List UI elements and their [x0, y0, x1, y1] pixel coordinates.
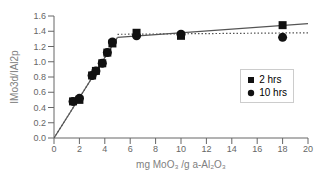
svg-text:1.6: 1.6 [33, 11, 46, 21]
svg-text:mg MoO₃ /g a-Al₂O₃: mg MoO₃ /g a-Al₂O₃ [136, 159, 226, 170]
svg-text:0.6: 0.6 [33, 87, 46, 97]
svg-text:IMo3d/IAl2p: IMo3d/IAl2p [9, 50, 20, 104]
svg-text:16: 16 [252, 144, 262, 154]
svg-text:1.0: 1.0 [33, 57, 46, 67]
svg-text:0.8: 0.8 [33, 72, 46, 82]
svg-text:18: 18 [278, 144, 288, 154]
html-text:10 hrs: 10 hrs [259, 87, 287, 98]
svg-text:0: 0 [51, 144, 56, 154]
svg-text:6: 6 [128, 144, 133, 154]
svg-text:1.4: 1.4 [33, 26, 46, 36]
svg-text:10: 10 [176, 144, 186, 154]
html-text:2 hrs: 2 hrs [259, 74, 282, 85]
svg-text:8: 8 [153, 144, 158, 154]
svg-text:0.0: 0.0 [33, 133, 46, 143]
svg-text:1.2: 1.2 [33, 42, 46, 52]
svg-text:14: 14 [227, 144, 237, 154]
svg-text:0.2: 0.2 [33, 118, 46, 128]
svg-text:2: 2 [77, 144, 82, 154]
svg-text:20: 20 [303, 144, 313, 154]
svg-text:4: 4 [102, 144, 107, 154]
svg-text:12: 12 [201, 144, 211, 154]
svg-text:0.4: 0.4 [33, 103, 46, 113]
